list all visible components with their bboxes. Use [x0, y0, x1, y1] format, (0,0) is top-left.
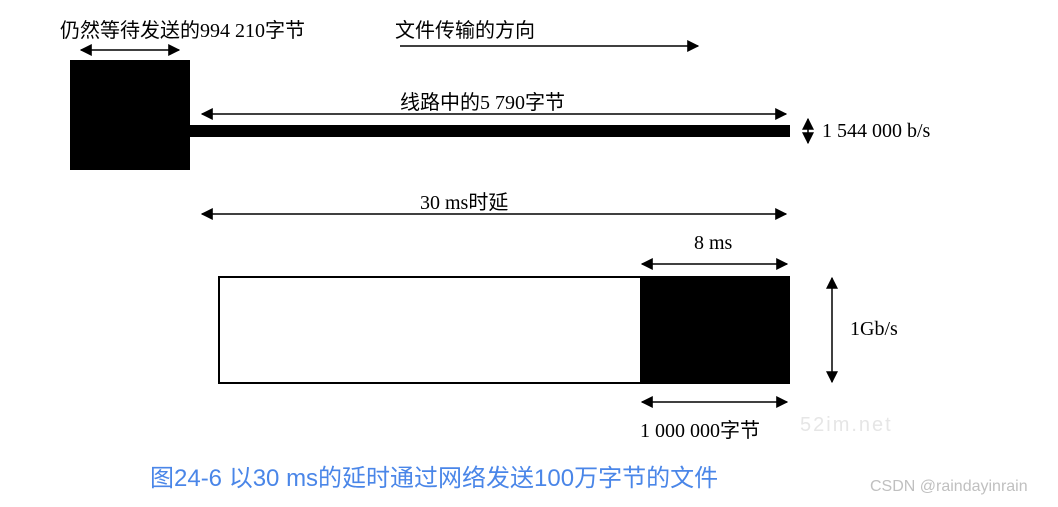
pending-data-block — [70, 60, 190, 170]
delay-arrow — [200, 208, 788, 220]
short-time-label: 8 ms — [694, 232, 732, 255]
fast-bitrate-label: 1Gb/s — [850, 318, 898, 341]
direction-arrow — [400, 40, 700, 52]
bottom-bytes-arrow — [640, 396, 789, 408]
pending-bytes-arrow — [79, 44, 181, 56]
watermark-text: 52im.net — [800, 414, 893, 437]
short-time-arrow — [640, 258, 789, 270]
direction-label: 文件传输的方向 — [395, 14, 535, 43]
fast-link-data-block — [640, 276, 790, 384]
on-wire-arrow — [200, 108, 788, 120]
pending-bytes-label: 仍然等待发送的994 210字节 — [60, 14, 305, 43]
figure-caption: 图24-6 以30 ms的延时通过网络发送100万字节的文件 — [150, 458, 718, 493]
slow-link-height-arrow — [802, 117, 814, 145]
slow-bitrate-label: 1 544 000 b/s — [822, 120, 930, 143]
credit-text: CSDN @raindayinrain — [870, 478, 1028, 496]
slow-link-pipe — [190, 125, 790, 137]
bottom-bytes-label: 1 000 000字节 — [640, 414, 760, 443]
fast-link-height-arrow — [826, 276, 838, 384]
